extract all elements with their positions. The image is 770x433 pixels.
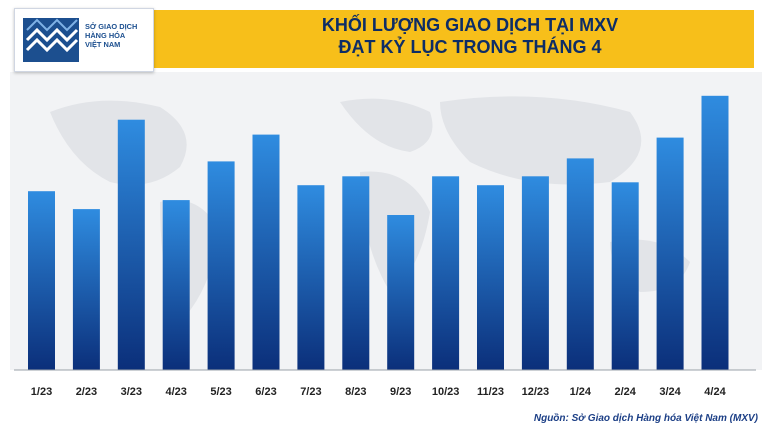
title-line-2: ĐẠT KỶ LỤC TRONG THÁNG 4 <box>338 37 602 57</box>
logo-line-1: SỞ GIAO DỊCH <box>85 22 138 31</box>
logo-mark-icon <box>23 18 79 62</box>
bar-8-23 <box>342 176 370 370</box>
x-tick-label: 12/23 <box>522 386 550 398</box>
x-tick-label: 2/24 <box>614 386 636 398</box>
bar-3-24 <box>656 137 684 370</box>
x-tick-label: 5/23 <box>210 386 231 398</box>
x-tick-label: 3/23 <box>121 386 142 398</box>
source-note: Nguồn: Sở Giao dịch Hàng hóa Việt Nam (M… <box>533 413 758 424</box>
bar-4-23 <box>162 200 190 370</box>
x-tick-labels: 1/23 2/23 3/23 4/23 5/23 6/23 7/23 8/23 9/23 10/2… <box>31 386 727 398</box>
logo-text: SỞ GIAO DỊCH HÀNG HÓA VIỆT NAM <box>85 22 155 49</box>
x-tick-label: 1/23 <box>31 386 52 398</box>
x-tick-label: 11/23 <box>477 386 504 398</box>
x-tick-label: 7/23 <box>300 386 321 398</box>
bar-2-24 <box>611 182 639 370</box>
bar-3-23 <box>117 119 145 370</box>
bar-11-23 <box>477 185 504 370</box>
bar-1-23 <box>28 191 55 370</box>
bar-7-23 <box>297 185 325 370</box>
bar-1-24 <box>566 158 594 370</box>
bar-12-23 <box>521 176 549 370</box>
logo-line-2: HÀNG HÓA <box>85 31 126 40</box>
bar-5-23 <box>207 161 235 370</box>
bar-10-23 <box>432 176 460 370</box>
bar-2-23 <box>72 209 100 370</box>
mxv-logo: SỞ GIAO DỊCH HÀNG HÓA VIỆT NAM <box>14 8 154 72</box>
x-tick-label: 8/23 <box>345 386 366 398</box>
title-line-1: KHỐI LƯỢNG GIAO DỊCH TẠI MXV <box>321 15 619 35</box>
x-tick-label: 9/23 <box>390 386 411 398</box>
x-tick-label: 6/23 <box>255 386 276 398</box>
x-tick-label: 4/23 <box>165 386 186 398</box>
x-tick-label: 2/23 <box>76 386 97 398</box>
bar-4-24 <box>701 95 729 371</box>
chart-title: KHỐI LƯỢNG GIAO DỊCH TẠI MXV ĐẠT KỶ LỤC … <box>190 14 750 58</box>
x-tick-label: 10/23 <box>432 386 460 398</box>
header-banner <box>150 10 754 68</box>
logo-line-3: VIỆT NAM <box>85 40 121 49</box>
x-tick-label: 3/24 <box>659 386 681 398</box>
bar-9-23 <box>387 215 415 370</box>
bars <box>28 95 729 371</box>
x-tick-label: 1/24 <box>570 386 592 398</box>
bar-6-23 <box>252 134 280 370</box>
x-tick-label: 4/24 <box>704 386 726 398</box>
